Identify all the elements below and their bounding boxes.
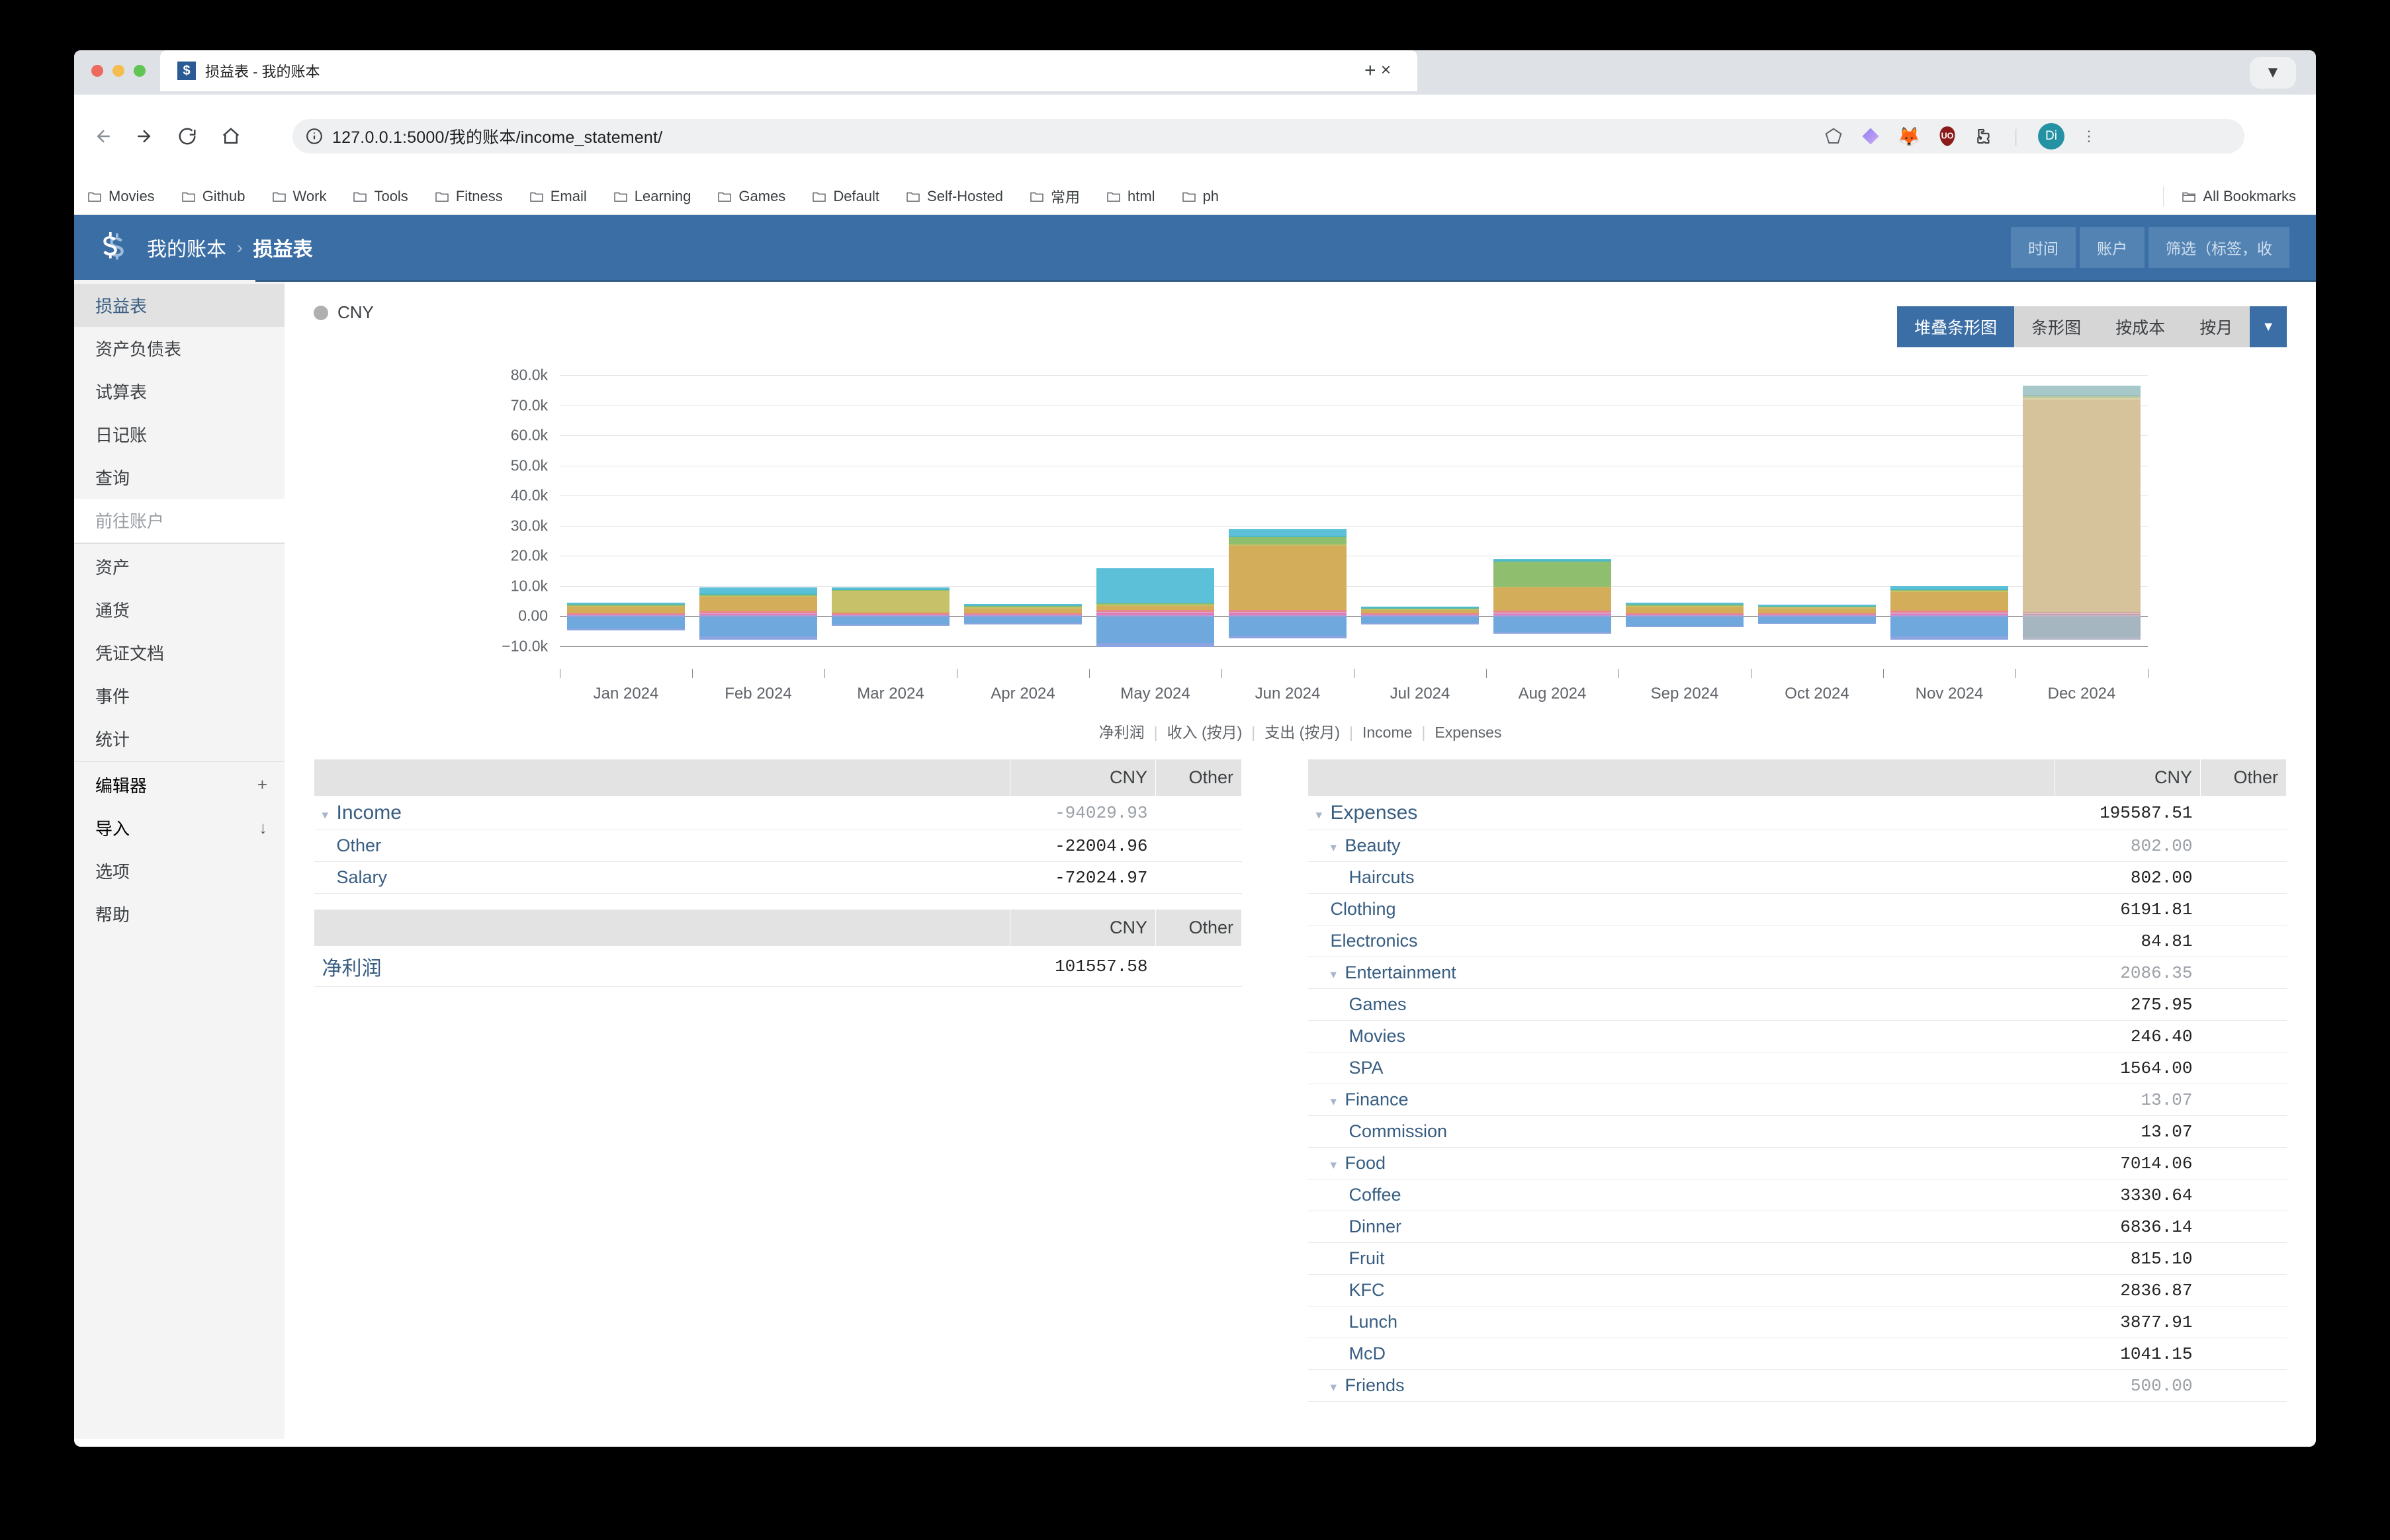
svg-text:UO: UO <box>1941 131 1953 140</box>
